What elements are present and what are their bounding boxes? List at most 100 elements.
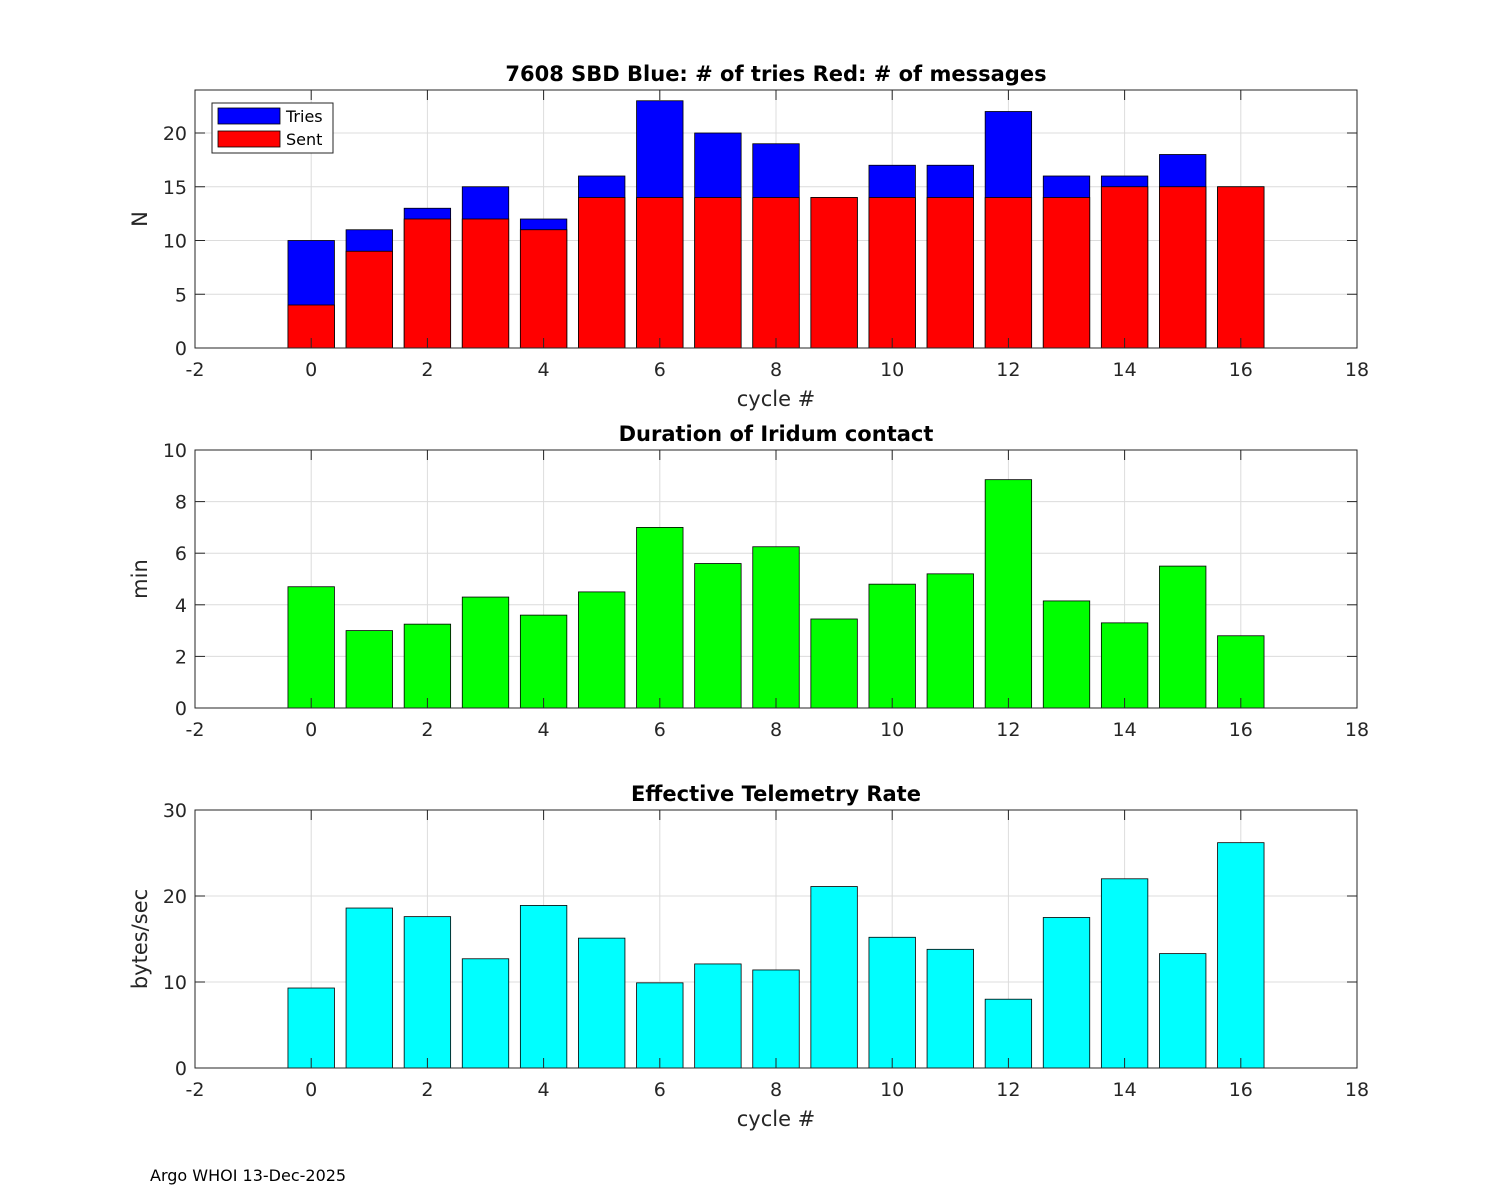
bar-sent-13 bbox=[1042, 197, 1091, 349]
y-axis-label: N bbox=[128, 211, 152, 227]
bar-duration-6 bbox=[636, 527, 684, 709]
x-axis-label: cycle # bbox=[737, 387, 816, 411]
bar-sent-10 bbox=[868, 197, 916, 349]
x-tick-label: 2 bbox=[421, 719, 433, 741]
bar-duration-9 bbox=[810, 618, 858, 709]
y-tick-label: 10 bbox=[163, 972, 187, 994]
bar-rate-7 bbox=[694, 963, 742, 1069]
y-tick-label: 0 bbox=[175, 1058, 187, 1080]
x-tick-label: 10 bbox=[880, 359, 904, 381]
bar-duration-3 bbox=[461, 596, 510, 709]
x-tick-label: -2 bbox=[186, 1079, 205, 1101]
x-tick-label: 18 bbox=[1345, 359, 1369, 381]
x-tick-label: 6 bbox=[654, 719, 666, 741]
legend-label-sent: Sent bbox=[286, 130, 322, 149]
bar-duration-13 bbox=[1042, 600, 1091, 709]
x-tick-label: -2 bbox=[186, 719, 205, 741]
x-tick-label: 10 bbox=[880, 719, 904, 741]
y-tick-label: 30 bbox=[163, 800, 187, 822]
legend-swatch-sent bbox=[217, 130, 281, 148]
x-tick-label: 16 bbox=[1229, 719, 1253, 741]
bar-rate-15 bbox=[1159, 953, 1207, 1069]
bar-duration-16 bbox=[1217, 635, 1265, 709]
y-tick-label: 20 bbox=[163, 123, 187, 145]
bar-duration-2 bbox=[403, 623, 452, 709]
chart-title: 7608 SBD Blue: # of tries Red: # of mess… bbox=[505, 62, 1046, 86]
chart-title: Duration of Iridum contact bbox=[619, 422, 934, 446]
bar-sent-14 bbox=[1100, 186, 1149, 349]
chart-title: Effective Telemetry Rate bbox=[631, 782, 921, 806]
y-tick-label: 2 bbox=[175, 646, 187, 668]
x-tick-label: 10 bbox=[880, 1079, 904, 1101]
x-tick-label: 8 bbox=[770, 719, 782, 741]
x-tick-label: 6 bbox=[654, 1079, 666, 1101]
bar-sent-9 bbox=[810, 197, 858, 349]
x-tick-label: 16 bbox=[1229, 359, 1253, 381]
x-tick-label: 8 bbox=[770, 1079, 782, 1101]
bar-sent-3 bbox=[461, 218, 510, 349]
footer-text: Argo WHOI 13-Dec-2025 bbox=[150, 1166, 347, 1185]
x-tick-label: 4 bbox=[538, 719, 550, 741]
bar-duration-15 bbox=[1159, 565, 1207, 709]
bar-sent-11 bbox=[926, 197, 974, 349]
x-tick-label: 0 bbox=[305, 1079, 317, 1101]
x-tick-label: 14 bbox=[1113, 1079, 1137, 1101]
bar-duration-8 bbox=[752, 546, 800, 709]
x-tick-label: 12 bbox=[996, 359, 1020, 381]
y-tick-label: 10 bbox=[163, 440, 187, 462]
x-tick-label: 18 bbox=[1345, 1079, 1369, 1101]
bar-sent-2 bbox=[403, 218, 452, 349]
y-tick-label: 4 bbox=[175, 595, 187, 617]
x-tick-label: 6 bbox=[654, 359, 666, 381]
bar-rate-4 bbox=[519, 905, 568, 1069]
bar-rate-5 bbox=[578, 937, 626, 1069]
bar-sent-6 bbox=[636, 197, 684, 349]
x-tick-label: 2 bbox=[421, 1079, 433, 1101]
legend-label-tries: Tries bbox=[285, 107, 323, 126]
y-axis-label: bytes/sec bbox=[128, 889, 152, 989]
x-tick-label: 0 bbox=[305, 359, 317, 381]
bar-sent-8 bbox=[752, 197, 800, 349]
y-axis-label: min bbox=[128, 559, 152, 599]
bar-rate-1 bbox=[345, 907, 393, 1069]
bar-sent-5 bbox=[578, 197, 626, 349]
y-tick-label: 6 bbox=[175, 543, 187, 565]
x-tick-label: 14 bbox=[1113, 359, 1137, 381]
legend: Tries Sent bbox=[211, 102, 334, 154]
bar-sent-1 bbox=[345, 250, 393, 349]
x-tick-label: -2 bbox=[186, 359, 205, 381]
x-tick-label: 4 bbox=[538, 359, 550, 381]
bar-rate-2 bbox=[403, 916, 452, 1069]
bar-rate-6 bbox=[636, 982, 684, 1069]
bar-rate-0 bbox=[287, 987, 335, 1069]
y-tick-label: 5 bbox=[175, 284, 187, 306]
y-tick-label: 0 bbox=[175, 338, 187, 360]
bar-sent-4 bbox=[519, 229, 568, 349]
bar-rate-13 bbox=[1042, 917, 1091, 1069]
bar-sent-12 bbox=[984, 197, 1033, 349]
y-tick-label: 0 bbox=[175, 698, 187, 720]
bar-duration-0 bbox=[287, 586, 335, 709]
x-tick-label: 12 bbox=[996, 1079, 1020, 1101]
x-tick-label: 0 bbox=[305, 719, 317, 741]
x-tick-label: 16 bbox=[1229, 1079, 1253, 1101]
x-tick-label: 12 bbox=[996, 719, 1020, 741]
bar-duration-11 bbox=[926, 573, 974, 709]
x-tick-label: 18 bbox=[1345, 719, 1369, 741]
x-tick-label: 14 bbox=[1113, 719, 1137, 741]
bar-rate-12 bbox=[984, 998, 1033, 1069]
bar-duration-10 bbox=[868, 583, 916, 709]
bar-duration-5 bbox=[578, 591, 626, 709]
bar-rate-3 bbox=[461, 958, 510, 1069]
y-tick-label: 15 bbox=[163, 177, 187, 199]
bar-rate-14 bbox=[1100, 878, 1149, 1069]
bar-duration-1 bbox=[345, 630, 393, 709]
bar-duration-14 bbox=[1100, 622, 1149, 709]
bar-duration-12 bbox=[984, 479, 1033, 709]
y-tick-label: 20 bbox=[163, 886, 187, 908]
bar-rate-9 bbox=[810, 886, 858, 1069]
